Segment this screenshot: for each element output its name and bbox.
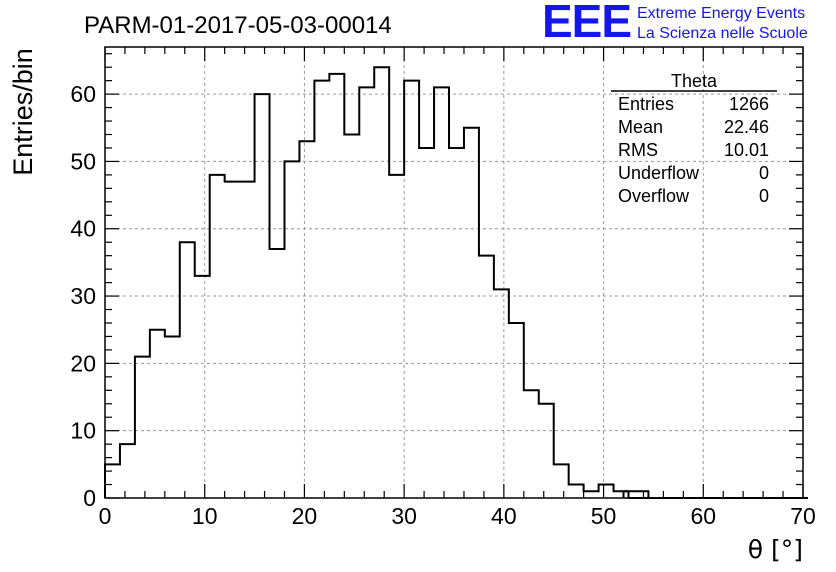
axis-ticks: [104, 47, 804, 499]
y-tick-label: 60: [70, 81, 96, 107]
x-tick-label: 60: [690, 503, 716, 529]
stats-label: Mean: [618, 117, 663, 137]
x-tick-label: 30: [391, 503, 417, 529]
plot-frame-border: [104, 46, 804, 499]
plot-frame: [104, 46, 804, 499]
stats-value: 1266: [729, 94, 769, 114]
x-tick-label: 40: [491, 503, 517, 529]
y-tick-label: 0: [83, 485, 96, 511]
histogram-bin: [622, 490, 650, 498]
stats-value: 22.46: [724, 117, 769, 137]
eee-logo-mark: EEE: [542, 0, 632, 47]
y-tick-label: 20: [70, 350, 96, 376]
stats-value: 10.01: [724, 140, 769, 160]
y-tick-label: 30: [70, 283, 96, 309]
y-axis-label: Entries/bin: [8, 48, 38, 176]
histogram: [104, 66, 808, 499]
x-tick-label: 50: [591, 503, 617, 529]
stats-label: Entries: [618, 94, 674, 114]
eee-logo: EEE Extreme Energy Events La Scienza nel…: [542, 0, 832, 47]
stats-box: Theta Entries 1266 Mean 22.46 RMS 10.01 Underfl…: [611, 71, 777, 206]
y-tick-label: 10: [70, 418, 96, 444]
tick-labels: 0 10 20 30 40 50 60 70 0 10 20 30 40 50 60: [70, 81, 815, 529]
y-tick-label: 50: [70, 148, 96, 174]
stats-label: Overflow: [618, 186, 690, 206]
x-tick-label: 0: [99, 503, 112, 529]
stats-title: Theta: [671, 71, 718, 91]
logo-subtitle-1: Extreme Energy Events: [637, 5, 806, 22]
chart-title: PARM-01-2017-05-03-00014: [84, 12, 392, 39]
x-tick-label: 70: [790, 503, 816, 529]
stats-label: RMS: [618, 140, 658, 160]
stats-value: 0: [759, 163, 769, 183]
x-axis-label: θ [°]: [748, 535, 803, 564]
histogram-outline: [104, 66, 808, 499]
x-tick-label: 20: [292, 503, 318, 529]
stats-label: Underflow: [618, 163, 700, 183]
y-tick-label: 40: [70, 216, 96, 242]
grid: [105, 47, 803, 498]
x-tick-label: 10: [192, 503, 218, 529]
stats-value: 0: [759, 186, 769, 206]
logo-subtitle-2: La Scienza nelle Scuole: [637, 25, 808, 42]
